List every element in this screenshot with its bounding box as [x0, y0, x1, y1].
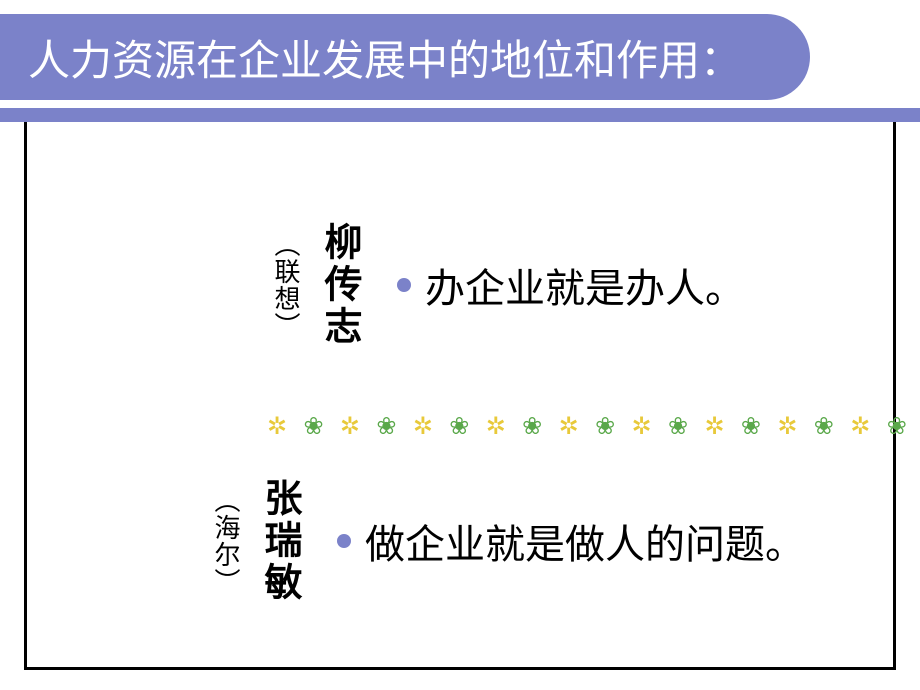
page-title: 人力资源在企业发展中的地位和作用： — [28, 27, 742, 88]
quote-text-2: 做企业就是做人的问题。 — [365, 512, 805, 570]
flower-icon: ✲ — [486, 415, 506, 439]
flower-icon: ✲ — [632, 415, 652, 439]
flower-icon: ✲ — [777, 415, 797, 439]
bee-icon: ❀ — [668, 415, 688, 439]
title-underline — [0, 108, 920, 122]
quote-source-2: （海尔） — [207, 487, 244, 595]
bee-icon: ❀ — [522, 415, 542, 439]
bee-icon: ❀ — [887, 415, 907, 439]
quote-row-2: （海尔） 张瑞敏 做企业就是做人的问题。 — [207, 478, 805, 604]
bee-icon: ❀ — [449, 415, 469, 439]
flower-icon: ✲ — [704, 415, 724, 439]
flower-icon: ✲ — [559, 415, 579, 439]
flower-icon: ✲ — [850, 415, 870, 439]
decorative-divider: ✲ ❀ ✲ ❀ ✲ ❀ ✲ ❀ ✲ ❀ ✲ ❀ ✲ ❀ ✲ ❀ ✲ ❀ — [267, 412, 907, 442]
quote-source-1: （联想） — [267, 231, 304, 339]
quote-row-1: （联想） 柳传志 办企业就是办人。 — [267, 222, 745, 348]
bullet-icon — [337, 534, 351, 548]
bee-icon: ❀ — [814, 415, 834, 439]
quote-name-1: 柳传志 — [312, 222, 367, 348]
title-banner: 人力资源在企业发展中的地位和作用： — [0, 14, 810, 100]
bullet-icon — [397, 278, 411, 292]
flower-icon: ✲ — [340, 415, 360, 439]
content-frame: （联想） 柳传志 办企业就是办人。 ✲ ❀ ✲ ❀ ✲ ❀ ✲ ❀ ✲ ❀ ✲ … — [24, 122, 896, 670]
bee-icon: ❀ — [376, 415, 396, 439]
bee-icon: ❀ — [741, 415, 761, 439]
bee-icon: ❀ — [303, 415, 323, 439]
quote-text-1: 办企业就是办人。 — [425, 256, 745, 314]
bee-icon: ❀ — [595, 415, 615, 439]
quote-name-2: 张瑞敏 — [252, 478, 307, 604]
flower-icon: ✲ — [267, 415, 287, 439]
flower-icon: ✲ — [413, 415, 433, 439]
